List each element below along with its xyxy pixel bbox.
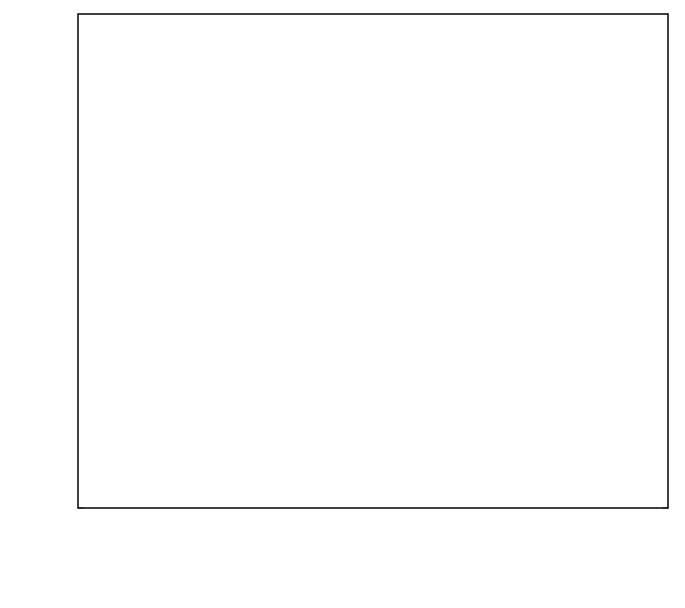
chart-container xyxy=(0,0,685,608)
chart-svg xyxy=(0,0,685,608)
plot-border xyxy=(78,14,668,508)
